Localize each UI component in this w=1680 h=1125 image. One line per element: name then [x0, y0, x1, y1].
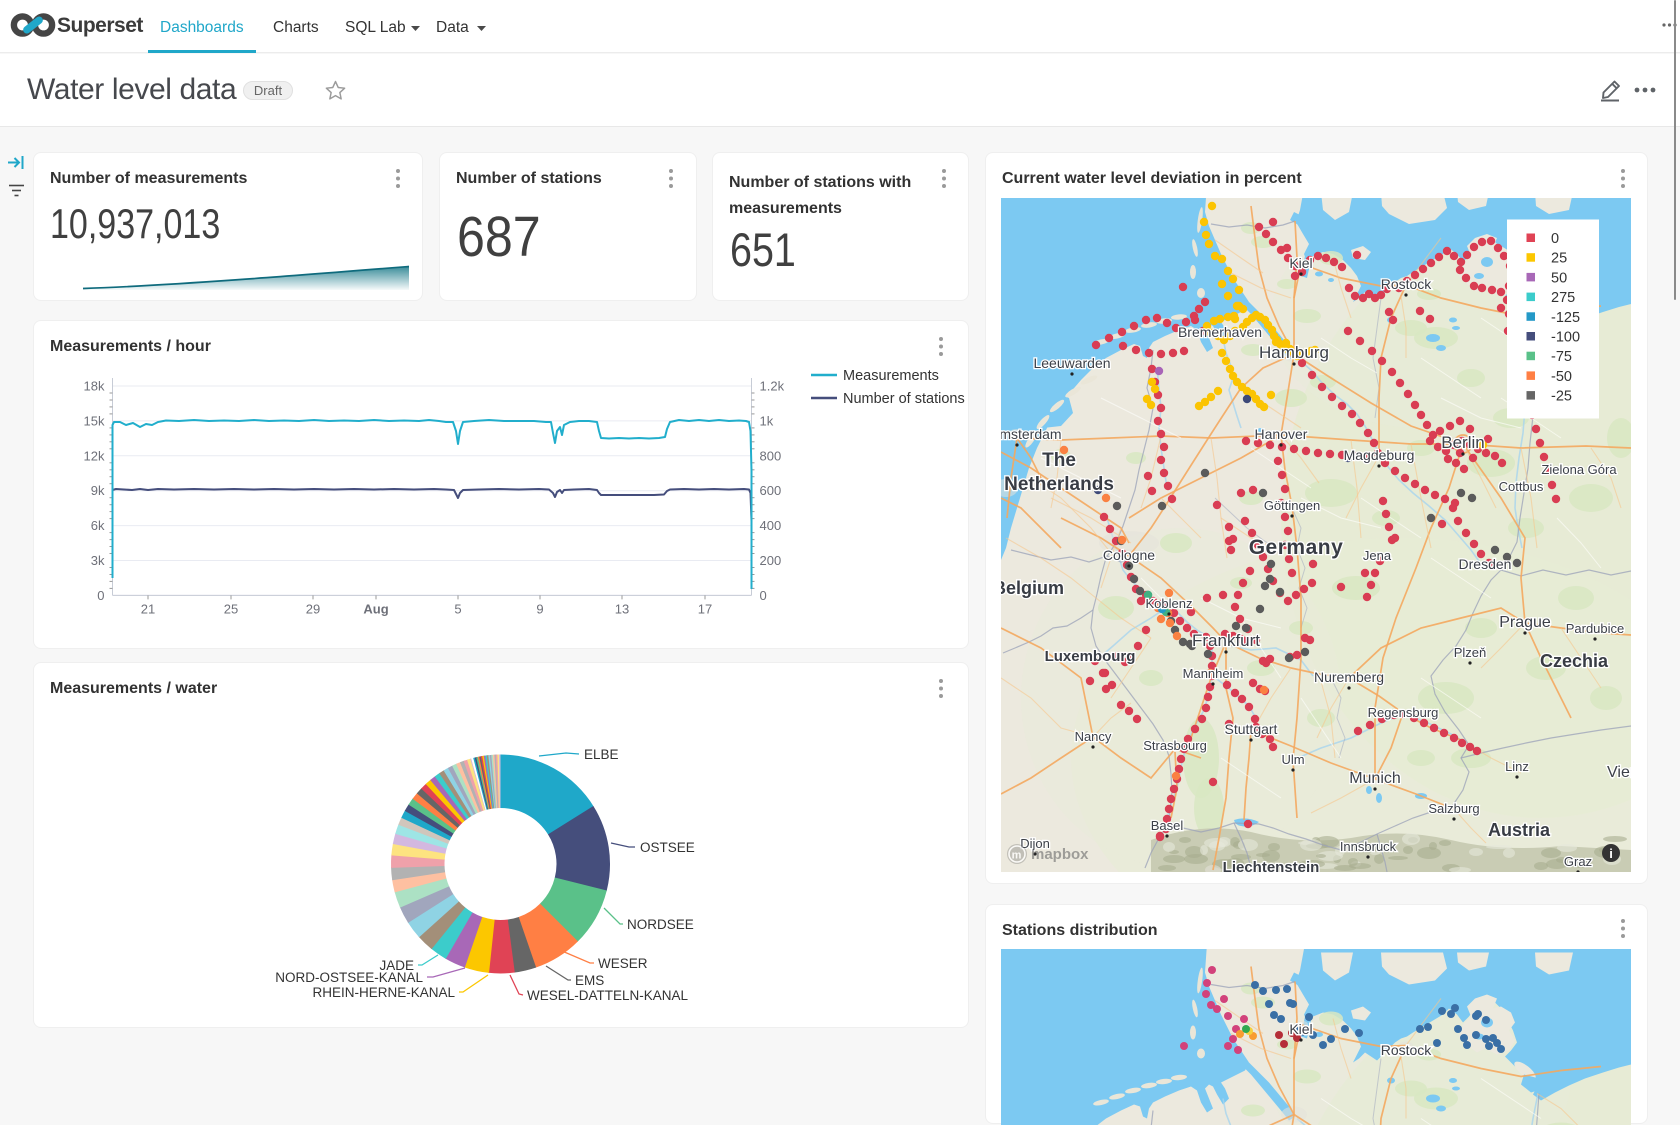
svg-text:-100: -100 — [1551, 330, 1580, 346]
svg-text:21: 21 — [141, 601, 155, 616]
svg-text:Leeuwarden: Leeuwarden — [1033, 355, 1110, 371]
svg-text:Aug: Aug — [363, 601, 388, 616]
svg-text:Kiel: Kiel — [1289, 255, 1312, 271]
svg-text:13: 13 — [615, 601, 629, 616]
svg-text:Belgium: Belgium — [1001, 578, 1064, 598]
svg-text:-75: -75 — [1551, 349, 1572, 365]
svg-text:ELBE: ELBE — [584, 747, 619, 762]
svg-text:Linz: Linz — [1505, 759, 1529, 774]
svg-text:Nancy: Nancy — [1075, 729, 1112, 744]
svg-text:Kiel: Kiel — [1289, 1021, 1312, 1037]
svg-text:Number of stations: Number of stations — [843, 391, 965, 407]
svg-text:9k: 9k — [91, 483, 105, 498]
svg-text:25: 25 — [224, 601, 238, 616]
svg-text:1.2k: 1.2k — [760, 379, 785, 394]
svg-text:Liechtenstein: Liechtenstein — [1223, 859, 1320, 872]
svg-text:12k: 12k — [84, 448, 105, 463]
svg-text:-125: -125 — [1551, 310, 1580, 326]
svg-text:Nuremberg: Nuremberg — [1314, 669, 1384, 685]
svg-text:25: 25 — [1551, 251, 1567, 267]
svg-text:Koblenz: Koblenz — [1146, 596, 1193, 611]
svg-text:17: 17 — [698, 601, 712, 616]
svg-text:Czechia: Czechia — [1540, 651, 1609, 671]
svg-text:Magdeburg: Magdeburg — [1344, 447, 1415, 463]
svg-text:OSTSEE: OSTSEE — [640, 840, 695, 855]
svg-text:Innsbruck: Innsbruck — [1340, 839, 1397, 854]
svg-text:Prague: Prague — [1499, 614, 1551, 631]
svg-text:Cologne: Cologne — [1103, 547, 1155, 563]
svg-text:0: 0 — [1551, 231, 1559, 247]
svg-text:Berlin: Berlin — [1441, 433, 1484, 452]
svg-text:0: 0 — [97, 588, 104, 603]
svg-text:275: 275 — [1551, 290, 1575, 306]
svg-text:6k: 6k — [91, 518, 105, 533]
svg-text:Hamburg: Hamburg — [1259, 343, 1329, 362]
svg-text:Bremerhaven: Bremerhaven — [1178, 324, 1262, 340]
svg-text:Dijon: Dijon — [1020, 836, 1050, 851]
svg-text:200: 200 — [760, 553, 782, 568]
svg-text:0: 0 — [760, 588, 767, 603]
svg-text:Mannheim: Mannheim — [1183, 666, 1244, 681]
svg-text:Frankfurt: Frankfurt — [1192, 631, 1260, 650]
svg-text:EMS: EMS — [575, 973, 604, 988]
svg-text:WESEL-DATTELN-KANAL: WESEL-DATTELN-KANAL — [527, 988, 689, 1003]
svg-text:600: 600 — [760, 483, 782, 498]
svg-text:Plzeň: Plzeň — [1454, 645, 1487, 660]
svg-text:Dresden: Dresden — [1459, 556, 1512, 572]
svg-text:Rostock: Rostock — [1381, 276, 1433, 292]
svg-text:Regensburg: Regensburg — [1368, 705, 1439, 720]
svg-text:Netherlands: Netherlands — [1004, 474, 1114, 495]
svg-text:800: 800 — [760, 448, 782, 463]
svg-text:Stuttgart: Stuttgart — [1225, 721, 1278, 737]
svg-text:Germany: Germany — [1249, 536, 1344, 559]
svg-text:Graz: Graz — [1564, 854, 1592, 869]
svg-text:Munich: Munich — [1349, 770, 1401, 787]
svg-text:Göttingen: Göttingen — [1264, 498, 1320, 513]
svg-text:Jena: Jena — [1363, 548, 1392, 563]
svg-text:9: 9 — [536, 601, 543, 616]
svg-text:Ulm: Ulm — [1281, 752, 1304, 767]
svg-text:The: The — [1042, 450, 1076, 471]
svg-text:400: 400 — [760, 518, 782, 533]
svg-text:Strasbourg: Strasbourg — [1143, 738, 1207, 753]
svg-text:5: 5 — [454, 601, 461, 616]
svg-text:JADE: JADE — [379, 958, 414, 973]
svg-text:-50: -50 — [1551, 369, 1572, 385]
svg-text:Cottbus: Cottbus — [1499, 479, 1544, 494]
svg-text:m: m — [1012, 850, 1022, 862]
svg-text:-25: -25 — [1551, 389, 1572, 405]
svg-text:Luxembourg: Luxembourg — [1045, 648, 1136, 665]
svg-text:18k: 18k — [84, 379, 105, 394]
svg-text:29: 29 — [306, 601, 320, 616]
svg-text:Vienna: Vienna — [1607, 764, 1631, 781]
svg-text:NORDSEE: NORDSEE — [627, 917, 694, 932]
svg-text:i: i — [1609, 846, 1613, 861]
svg-text:NORD-OSTSEE-KANAL: NORD-OSTSEE-KANAL — [275, 970, 423, 985]
svg-text:Measurements: Measurements — [843, 368, 939, 384]
svg-text:3k: 3k — [91, 553, 105, 568]
svg-text:Basel: Basel — [1151, 818, 1184, 833]
svg-text:Austria: Austria — [1488, 820, 1551, 840]
svg-text:RHEIN-HERNE-KANAL: RHEIN-HERNE-KANAL — [312, 985, 455, 1000]
svg-text:Zielona Góra: Zielona Góra — [1541, 462, 1617, 477]
svg-text:WESER: WESER — [598, 956, 648, 971]
svg-text:1k: 1k — [760, 413, 774, 428]
svg-text:50: 50 — [1551, 270, 1567, 286]
svg-text:Amsterdam: Amsterdam — [1001, 426, 1062, 442]
svg-text:15k: 15k — [84, 413, 105, 428]
svg-text:mapbox: mapbox — [1031, 846, 1089, 863]
svg-text:Salzburg: Salzburg — [1428, 801, 1479, 816]
svg-text:Hanover: Hanover — [1255, 426, 1308, 442]
svg-text:Pardubice: Pardubice — [1566, 621, 1625, 636]
